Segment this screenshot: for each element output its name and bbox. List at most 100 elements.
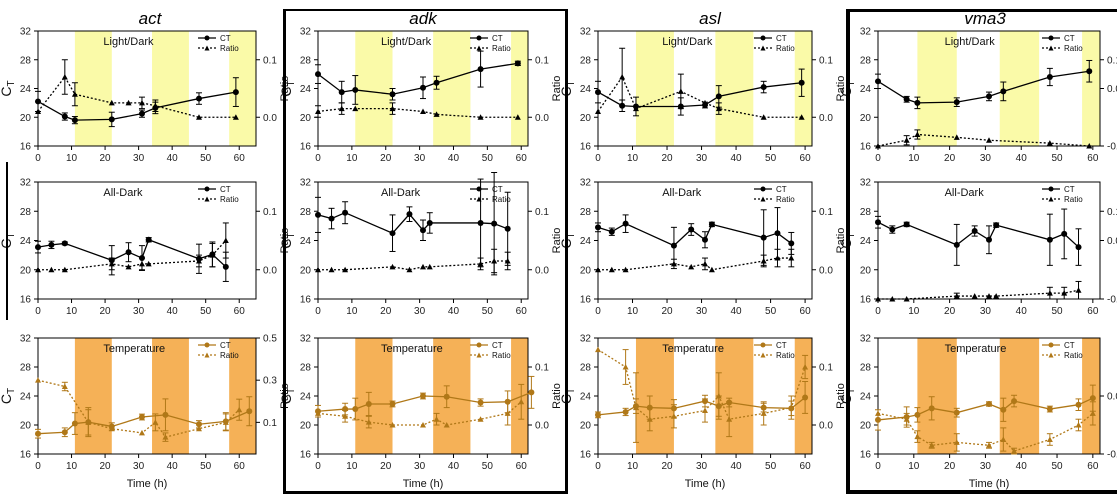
ratio-point bbox=[71, 91, 78, 97]
y-tick-label: 16 bbox=[300, 142, 312, 153]
y-tick-label: 28 bbox=[860, 207, 872, 218]
ratio-point bbox=[518, 398, 525, 405]
ct-point bbox=[352, 406, 359, 413]
y2-tick-label: 0.0 bbox=[819, 113, 833, 124]
ct-point bbox=[1046, 74, 1053, 80]
x-tick-label: 30 bbox=[980, 306, 992, 317]
x-tick-label: 40 bbox=[731, 153, 743, 164]
condition-band bbox=[74, 338, 112, 454]
x-tick-label: 10 bbox=[346, 306, 358, 317]
ratio-point bbox=[986, 293, 992, 299]
legend-ratio-marker bbox=[760, 45, 766, 51]
ratio-point bbox=[195, 425, 202, 432]
x-tick-label: 0 bbox=[875, 153, 881, 164]
x-tick-label: 60 bbox=[800, 461, 812, 472]
x-tick-label: 40 bbox=[1016, 306, 1028, 317]
ratio-point bbox=[1000, 436, 1007, 442]
legend-ct-label: CT bbox=[220, 34, 231, 43]
ct-point bbox=[798, 79, 805, 86]
panel-label: All-Dark bbox=[103, 187, 143, 199]
x-tick-label: 40 bbox=[167, 461, 179, 472]
legend-ratio-label: Ratio bbox=[220, 195, 239, 204]
y-tick-label: 16 bbox=[580, 142, 592, 153]
condition-band bbox=[1082, 31, 1100, 146]
panel-act-temperature: 162024283201020304050600.10.30.5CTRatioT… bbox=[0, 334, 291, 491]
ct-point bbox=[389, 400, 396, 407]
ratio-point bbox=[420, 422, 426, 428]
y-tick-label: 32 bbox=[580, 27, 592, 38]
ct-point bbox=[71, 420, 78, 427]
ct-point bbox=[420, 227, 426, 234]
ct-point bbox=[875, 219, 881, 226]
x-tick-label: 40 bbox=[731, 461, 743, 472]
ratio-point bbox=[138, 429, 145, 436]
y2-tick-label: 0.0 bbox=[535, 421, 549, 432]
x-tick-label: 60 bbox=[800, 153, 812, 164]
y-tick-label: 32 bbox=[300, 178, 312, 189]
x-tick-label: 40 bbox=[731, 306, 743, 317]
ct-point bbox=[1000, 406, 1007, 413]
ct-point bbox=[1046, 236, 1053, 243]
legend-ct-label: CT bbox=[220, 185, 231, 194]
y-tick-label: 20 bbox=[580, 421, 592, 432]
x-tick-label: 60 bbox=[516, 306, 528, 317]
panel-asl-light-dark: 162024283201020304050600.00.1CTRatioLigh… bbox=[558, 27, 847, 165]
ratio-point bbox=[152, 102, 159, 109]
legend-ct-label: CT bbox=[1064, 341, 1075, 350]
x-tick-label: 30 bbox=[696, 306, 708, 317]
ratio-point bbox=[61, 266, 68, 273]
ct-point bbox=[195, 95, 202, 102]
ratio-point bbox=[677, 88, 684, 94]
ct-point bbox=[889, 226, 896, 233]
ratio-point bbox=[986, 137, 992, 143]
x-tick-label: 60 bbox=[234, 306, 246, 317]
y-tick-label: 28 bbox=[300, 55, 312, 66]
ratio-point bbox=[708, 266, 715, 273]
panel-label: Light/Dark bbox=[381, 36, 432, 48]
ct-point bbox=[389, 91, 396, 98]
condition-band bbox=[635, 31, 674, 146]
gene-title-vma3: vma3 bbox=[964, 9, 1006, 28]
ct-point bbox=[595, 224, 601, 231]
ct-point bbox=[622, 408, 629, 415]
ratio-point bbox=[61, 74, 68, 80]
ct-point bbox=[875, 78, 881, 85]
ratio-point bbox=[986, 442, 992, 448]
ratio-point bbox=[875, 143, 881, 149]
divider-stub-act bbox=[6, 162, 8, 320]
y-tick-label: 24 bbox=[300, 392, 312, 403]
x-tick-label: 30 bbox=[696, 461, 708, 472]
ratio-point bbox=[1046, 140, 1053, 146]
x-tick-label: 30 bbox=[696, 153, 708, 164]
legend-ct-label: CT bbox=[776, 34, 787, 43]
ratio-point bbox=[433, 111, 440, 117]
y2-tick-label: 0.0 bbox=[263, 113, 277, 124]
ratio-point bbox=[1086, 143, 1093, 149]
ratio-point bbox=[125, 99, 132, 106]
ratio-point bbox=[433, 416, 440, 422]
ratio-point bbox=[875, 296, 881, 302]
ratio-point bbox=[622, 364, 629, 370]
ct-point bbox=[477, 66, 484, 73]
y2-tick-label: 0.1 bbox=[535, 55, 549, 66]
ct-point bbox=[903, 221, 910, 228]
x-tick-label: 10 bbox=[627, 306, 639, 317]
y-tick-label: 24 bbox=[860, 84, 872, 95]
ratio-point bbox=[138, 260, 145, 267]
ratio-point bbox=[477, 260, 484, 267]
ratio-point bbox=[726, 416, 733, 422]
ct-point bbox=[420, 84, 426, 91]
ct-point bbox=[35, 98, 41, 105]
ct-point bbox=[1075, 401, 1082, 408]
ct-point bbox=[986, 93, 992, 100]
x-tick-label: 50 bbox=[200, 153, 212, 164]
legend-ratio-marker bbox=[204, 196, 210, 202]
x-tick-label: 10 bbox=[627, 153, 639, 164]
ratio-series-line bbox=[318, 260, 508, 271]
x-tick-label: 30 bbox=[414, 153, 426, 164]
ratio-point bbox=[632, 404, 639, 411]
ratio-point bbox=[420, 108, 426, 114]
ratio-point bbox=[365, 419, 372, 425]
ratio-point bbox=[61, 383, 68, 390]
